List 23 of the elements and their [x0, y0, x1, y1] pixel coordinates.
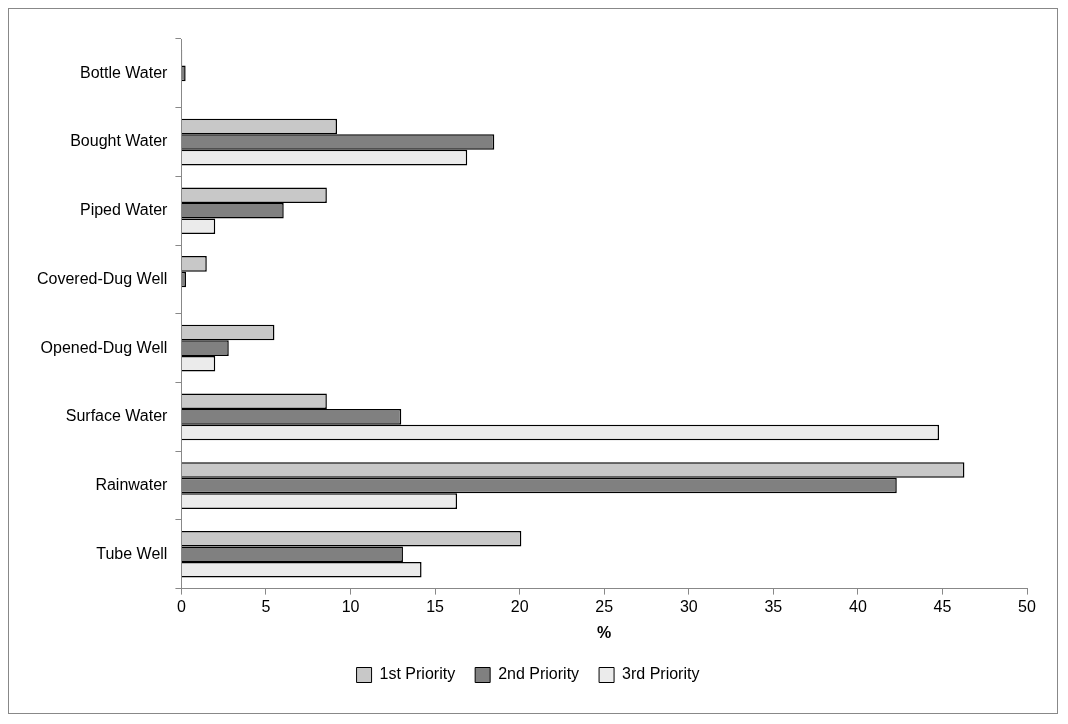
- legend-label: 2nd Priority: [498, 665, 580, 683]
- x-tick-label: 0: [176, 597, 186, 615]
- x-axis-title: %: [597, 623, 612, 641]
- x-tick-label: 10: [341, 597, 360, 615]
- legend-label: 3rd Priority: [622, 665, 700, 683]
- y-tick-label: Tube Well: [96, 544, 168, 562]
- x-tick-label: 50: [1018, 597, 1036, 615]
- x-tick-label: 20: [510, 597, 529, 615]
- x-tick-label: 35: [764, 597, 783, 615]
- y-tick-label: Bottle Water: [79, 63, 169, 81]
- x-tick-label: 40: [848, 597, 867, 615]
- y-tick-label: Piped Water: [79, 201, 169, 219]
- legend-label: 1st Priority: [379, 665, 456, 683]
- y-tick-label: Surface Water: [65, 407, 169, 425]
- y-tick-label: Bought Water: [70, 132, 169, 150]
- y-tick-label: Opened-Dug Well: [40, 338, 168, 356]
- x-tick-label: 30: [679, 597, 698, 615]
- x-tick-label: 45: [933, 597, 952, 615]
- y-tick-label: Rainwater: [95, 475, 169, 493]
- x-tick-label: 25: [595, 597, 614, 615]
- y-tick-label: Covered-Dug Well: [37, 269, 168, 287]
- x-tick-label: 5: [261, 597, 271, 615]
- x-tick-label: 15: [426, 597, 445, 615]
